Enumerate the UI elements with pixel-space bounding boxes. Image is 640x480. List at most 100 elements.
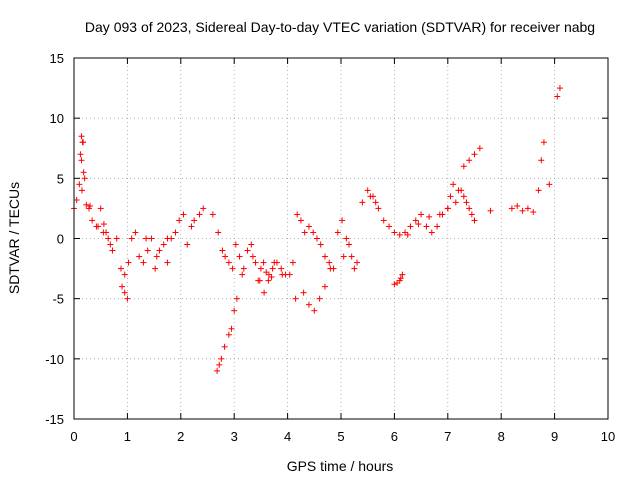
data-point — [107, 241, 114, 248]
data-point — [458, 187, 465, 194]
chart-title: Day 093 of 2023, Sidereal Day-to-day VTE… — [85, 19, 595, 35]
data-point — [348, 253, 355, 260]
data-point — [372, 199, 379, 206]
data-point — [109, 247, 116, 254]
data-point — [271, 259, 278, 266]
data-point — [391, 229, 398, 236]
data-point — [466, 157, 473, 164]
y-axis-ticks: -15 -10 -5 0 5 10 15 — [45, 51, 608, 427]
data-point — [221, 343, 228, 350]
y-tick-label: -15 — [45, 412, 64, 427]
data-point — [279, 271, 286, 278]
y-tick-label: 10 — [50, 111, 64, 126]
data-point — [519, 207, 526, 214]
data-point — [121, 271, 128, 278]
data-point — [286, 271, 293, 278]
data-point — [407, 223, 414, 230]
data-point — [191, 217, 198, 224]
data-point — [128, 235, 135, 242]
data-point — [321, 253, 328, 260]
data-point — [339, 217, 346, 224]
data-point — [164, 259, 171, 266]
data-point — [297, 217, 304, 224]
data-point — [219, 247, 226, 254]
data-point — [176, 217, 183, 224]
data-point — [97, 205, 104, 212]
data-point — [156, 247, 163, 254]
data-point — [426, 213, 433, 220]
data-point — [125, 259, 132, 266]
data-point — [229, 265, 236, 272]
data-point — [460, 163, 467, 170]
data-point — [73, 196, 80, 203]
data-point — [343, 235, 350, 242]
data-point — [311, 307, 318, 314]
data-point — [450, 181, 457, 188]
y-tick-label: 15 — [50, 51, 64, 66]
data-point — [144, 247, 151, 254]
data-point — [538, 157, 545, 164]
data-point — [415, 221, 422, 228]
data-point — [380, 217, 387, 224]
data-point — [436, 211, 443, 218]
data-point — [255, 277, 262, 284]
data-point — [471, 217, 478, 224]
data-point — [153, 253, 160, 260]
data-point — [257, 265, 264, 272]
data-point — [434, 223, 441, 230]
data-point — [310, 229, 317, 236]
data-point — [252, 259, 259, 266]
data-point — [78, 157, 85, 164]
data-point — [334, 229, 341, 236]
data-point — [95, 223, 102, 230]
data-point — [209, 211, 216, 218]
y-axis-label: SDTVAR / TECUs — [6, 182, 22, 294]
data-point — [397, 275, 404, 282]
data-point — [412, 217, 419, 224]
data-point — [444, 205, 451, 212]
data-point — [180, 211, 187, 218]
data-point — [100, 221, 107, 228]
data-point — [418, 211, 425, 218]
x-tick-label: 5 — [337, 429, 344, 444]
data-point — [78, 133, 85, 140]
x-tick-label: 1 — [124, 429, 131, 444]
data-point — [375, 205, 382, 212]
data-point — [100, 229, 107, 236]
data-point — [367, 193, 374, 200]
data-point — [487, 207, 494, 214]
data-point — [244, 247, 251, 254]
data-point — [239, 271, 246, 278]
data-point — [214, 367, 221, 374]
data-point — [225, 331, 232, 338]
data-point — [359, 199, 366, 206]
data-point — [530, 209, 537, 216]
data-point — [540, 139, 547, 146]
data-point — [172, 229, 179, 236]
data-point — [269, 265, 276, 272]
x-tick-label: 6 — [391, 429, 398, 444]
data-point — [278, 265, 285, 272]
data-point — [294, 211, 301, 218]
x-axis-label: GPS time / hours — [287, 458, 394, 474]
data-point — [546, 181, 553, 188]
x-tick-label: 8 — [498, 429, 505, 444]
data-point — [228, 325, 235, 332]
data-point — [132, 229, 139, 236]
data-point — [231, 307, 238, 314]
data-point — [119, 283, 126, 290]
data-point — [76, 181, 83, 188]
data-point — [105, 235, 112, 242]
data-point — [364, 187, 371, 194]
y-tick-label: 5 — [57, 171, 64, 186]
data-point — [476, 145, 483, 152]
data-point — [136, 253, 143, 260]
data-point — [396, 231, 403, 238]
data-point — [556, 85, 563, 92]
y-tick-label: -5 — [52, 292, 64, 307]
data-point — [514, 203, 521, 210]
data-point — [81, 175, 88, 182]
data-point — [305, 301, 312, 308]
data-point — [80, 169, 87, 176]
data-point — [300, 289, 307, 296]
